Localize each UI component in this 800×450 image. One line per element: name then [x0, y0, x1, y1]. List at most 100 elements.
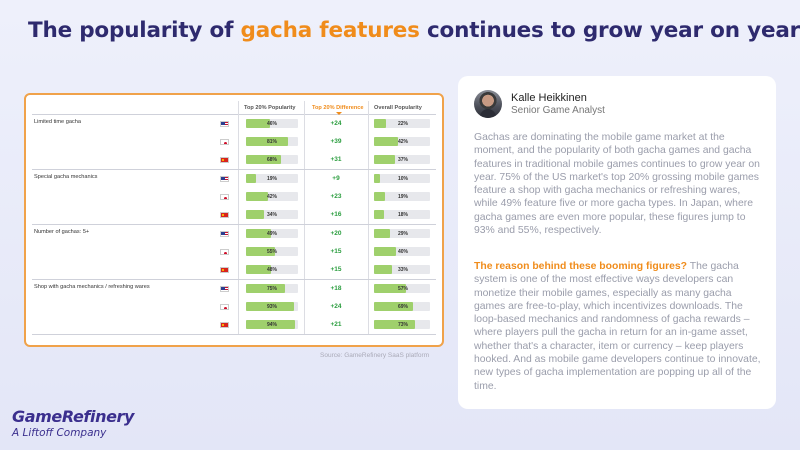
flag-us-icon [220, 286, 229, 292]
header-top-popularity: Top 20% Popularity [244, 105, 296, 111]
avatar [474, 90, 502, 118]
bar-fill [374, 119, 387, 128]
overall-popularity-bar: 19% [374, 192, 430, 201]
overall-popularity-bar: 33% [374, 265, 430, 274]
flag-us-icon [220, 231, 229, 237]
top-popularity-bar: 94% [246, 320, 298, 329]
table-row: 42% +23 19% [32, 188, 436, 206]
difference-value: +16 [330, 211, 342, 218]
flag-jp-icon [220, 139, 229, 145]
article-paragraph-2: The reason behind these booming figures?… [474, 260, 764, 393]
top-popularity-bar: 46% [246, 119, 298, 128]
article-paragraph-1: Gachas are dominating the mobile game ma… [474, 132, 760, 237]
table-group: Shop with gacha mechanics / refreshing w… [32, 280, 436, 335]
overall-popularity-bar: 69% [374, 302, 430, 311]
overall-popularity-value: 10% [398, 176, 409, 182]
top-popularity-bar: 93% [246, 302, 298, 311]
table-row: 75% +18 57% [32, 280, 436, 298]
table-header: Top 20% Popularity Top 20% Difference Ov… [32, 101, 436, 115]
difference-value: +18 [330, 285, 342, 292]
table-group: Special gacha mechanics 19% +9 10% 42% +23 19%… [32, 170, 436, 225]
column-divider [368, 101, 369, 335]
overall-popularity-value: 33% [398, 267, 409, 273]
table-panel: Top 20% Popularity Top 20% Difference Ov… [24, 93, 444, 347]
difference-value: +21 [330, 321, 342, 328]
top-popularity-bar: 19% [246, 174, 298, 183]
bar-fill [246, 137, 289, 146]
bar-fill [374, 210, 385, 219]
flag-jp-icon [220, 249, 229, 255]
author-role: Senior Game Analyst [511, 105, 605, 116]
overall-popularity-value: 19% [398, 194, 409, 200]
bar-fill [246, 192, 268, 201]
overall-popularity-bar: 22% [374, 119, 430, 128]
bar-fill [374, 155, 395, 164]
bar-fill [246, 210, 264, 219]
overall-popularity-value: 57% [398, 286, 409, 292]
table-row: 34% +16 18% [32, 206, 436, 224]
flag-jp-icon [220, 194, 229, 200]
bar-fill [374, 320, 415, 329]
title-part2: continues to grow year on year [419, 18, 800, 43]
bar-fill [246, 302, 295, 311]
bar-fill [374, 229, 391, 238]
bar-fill [246, 247, 275, 256]
difference-value: +39 [330, 138, 342, 145]
difference-value: +9 [332, 175, 340, 182]
bar-fill [374, 174, 380, 183]
table-row: 55% +15 40% [32, 243, 436, 261]
top-popularity-value: 55% [266, 249, 277, 255]
overall-popularity-bar: 37% [374, 155, 430, 164]
difference-value: +20 [330, 230, 342, 237]
overall-popularity-bar: 40% [374, 247, 430, 256]
top-popularity-value: 19% [266, 176, 277, 182]
top-popularity-bar: 68% [246, 155, 298, 164]
flag-cn-icon [220, 322, 229, 328]
bar-fill [246, 265, 271, 274]
table-row: 46% +24 22% [32, 115, 436, 133]
top-popularity-bar: 55% [246, 247, 298, 256]
overall-popularity-value: 73% [398, 322, 409, 328]
sort-desc-icon [336, 112, 342, 115]
top-popularity-value: 68% [266, 157, 277, 163]
bar-fill [246, 174, 256, 183]
source-note: Source: GameRefinery SaaS platform [320, 352, 430, 359]
page-title: The popularity of gacha features continu… [28, 18, 800, 43]
column-divider [304, 101, 305, 335]
flag-cn-icon [220, 267, 229, 273]
overall-popularity-value: 22% [398, 121, 409, 127]
bar-fill [246, 284, 285, 293]
top-popularity-bar: 75% [246, 284, 298, 293]
logo-tagline: A Liftoff Company [12, 427, 107, 439]
difference-value: +23 [330, 193, 342, 200]
overall-popularity-value: 42% [398, 139, 409, 145]
article-lead: The reason behind these booming figures? [474, 261, 688, 272]
author-name: Kalle Heikkinen [511, 92, 587, 104]
top-popularity-value: 81% [266, 139, 277, 145]
top-popularity-value: 75% [266, 286, 277, 292]
top-popularity-value: 49% [266, 231, 277, 237]
flag-jp-icon [220, 304, 229, 310]
overall-popularity-bar: 10% [374, 174, 430, 183]
top-popularity-bar: 48% [246, 265, 298, 274]
article-card: Kalle Heikkinen Senior Game Analyst Gach… [458, 76, 776, 409]
group-label: Shop with gacha mechanics / refreshing w… [34, 284, 150, 290]
bar-fill [374, 265, 393, 274]
top-popularity-bar: 34% [246, 210, 298, 219]
table-group: Limited time gacha 46% +24 22% 81% +39 42% 68% +… [32, 115, 436, 170]
bar-fill [374, 137, 398, 146]
top-popularity-value: 93% [266, 304, 277, 310]
flag-us-icon [220, 121, 229, 127]
table-row: 19% +9 10% [32, 170, 436, 188]
gacha-table: Top 20% Popularity Top 20% Difference Ov… [32, 101, 436, 335]
overall-popularity-bar: 42% [374, 137, 430, 146]
difference-value: +15 [330, 266, 342, 273]
top-popularity-value: 94% [266, 322, 277, 328]
header-overall-popularity: Overall Popularity [374, 105, 422, 111]
top-popularity-bar: 49% [246, 229, 298, 238]
brand-logo: GameRefinery A Liftoff Company [12, 407, 134, 439]
difference-value: +31 [330, 156, 342, 163]
overall-popularity-value: 29% [398, 231, 409, 237]
group-label: Special gacha mechanics [34, 174, 98, 180]
table-row: 94% +21 73% [32, 316, 436, 334]
